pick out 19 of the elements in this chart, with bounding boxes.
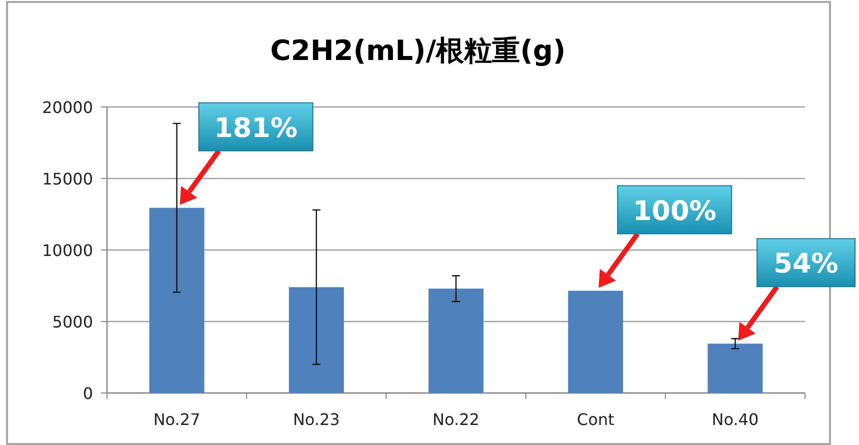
x-tick-label: No.22 xyxy=(432,410,480,429)
x-tick-label: No.40 xyxy=(712,410,759,429)
y-tick-label: 5000 xyxy=(52,312,93,332)
y-tick-label: 20000 xyxy=(42,98,93,117)
bar xyxy=(288,287,344,393)
chart-title: C2H2(mL)/根粒重(g) xyxy=(270,34,566,67)
annotation: 100% xyxy=(632,196,716,227)
bar xyxy=(428,288,484,393)
bar xyxy=(149,208,204,393)
bar xyxy=(568,290,624,393)
y-tick-label: 15000 xyxy=(42,170,93,188)
x-tick-label: Cont xyxy=(576,410,614,429)
annotation: 54% xyxy=(774,248,838,280)
y-tick-label: 0 xyxy=(82,384,93,403)
annotation: 181% xyxy=(214,112,298,144)
x-tick-label: No.23 xyxy=(292,410,340,429)
y-tick-label: 10000 xyxy=(42,241,93,260)
bar xyxy=(708,344,763,393)
x-tick-label: No.27 xyxy=(153,410,200,429)
